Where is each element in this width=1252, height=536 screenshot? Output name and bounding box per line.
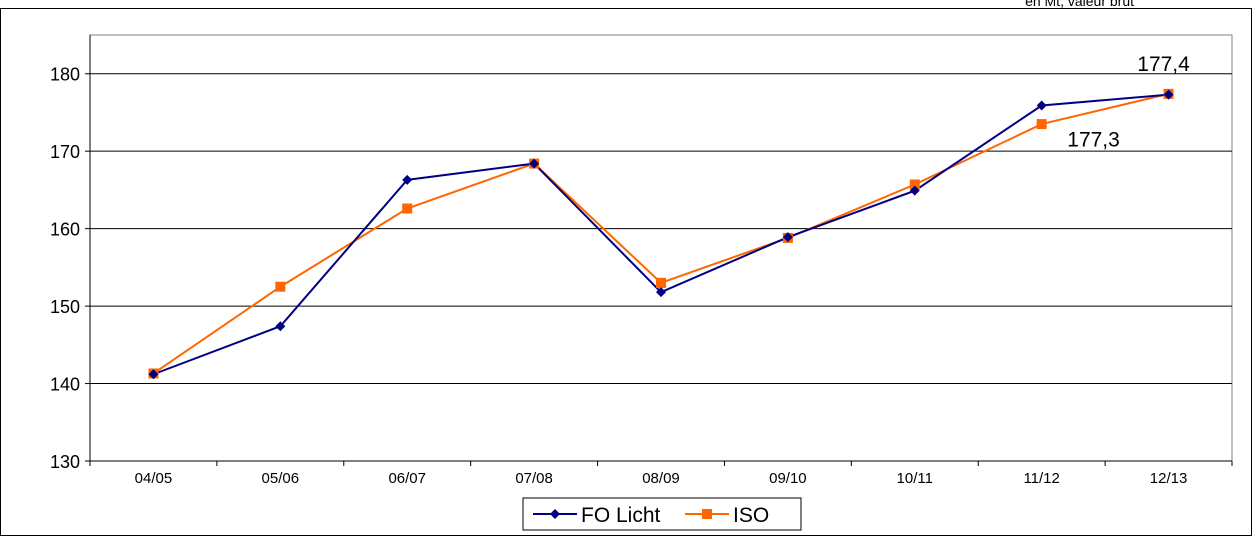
data-label: 177,3 xyxy=(1067,129,1120,152)
x-tick-label: 04/05 xyxy=(135,470,173,487)
data-point xyxy=(275,281,286,292)
plot-area xyxy=(89,34,1233,462)
legend-label: FO Licht xyxy=(581,504,661,527)
data-point xyxy=(782,232,793,243)
annotation-layer: 177,4 177,3 xyxy=(1067,53,1190,152)
data-point xyxy=(148,369,159,380)
data-label: 177,4 xyxy=(1137,53,1190,76)
series-layer xyxy=(148,88,1174,380)
legend-marker xyxy=(550,509,560,519)
data-point xyxy=(1163,89,1174,100)
x-tick-label: 05/06 xyxy=(262,470,300,487)
data-point xyxy=(656,287,666,298)
data-point xyxy=(402,174,413,185)
x-axis: 04/05 05/06 06/07 07/08 08/09 09/10 10/11 11/12… xyxy=(89,460,1233,487)
x-tick-label: 06/07 xyxy=(388,470,426,487)
x-tick-label: 12/13 xyxy=(1150,470,1188,487)
y-tick-label: 160 xyxy=(50,220,80,240)
data-point xyxy=(656,277,666,288)
y-tick-label: 180 xyxy=(50,65,80,85)
legend-marker xyxy=(702,509,712,519)
legend-label: ISO xyxy=(733,504,769,527)
data-point xyxy=(1036,100,1047,111)
data-point xyxy=(909,185,920,196)
x-tick-label: 11/12 xyxy=(1023,470,1059,487)
data-point xyxy=(402,203,413,214)
data-point xyxy=(909,179,920,190)
y-axis: 130 140 150 160 170 180 xyxy=(50,35,91,472)
y-tick-label: 140 xyxy=(50,375,80,395)
x-tick-label: 10/11 xyxy=(897,470,933,487)
y-tick-label: 170 xyxy=(50,142,80,162)
header-note: en Mt, valeur brut xyxy=(1025,0,1134,9)
data-point xyxy=(1036,119,1047,130)
x-tick-label: 07/08 xyxy=(515,470,553,487)
gridlines xyxy=(90,73,1232,385)
legend: FO Licht ISO xyxy=(522,497,802,531)
x-tick-label: 08/09 xyxy=(642,470,680,487)
data-point xyxy=(529,158,540,169)
data-point xyxy=(275,321,286,332)
y-tick-label: 150 xyxy=(50,297,80,317)
y-tick-label: 130 xyxy=(50,452,80,472)
x-tick-label: 09/10 xyxy=(769,470,807,487)
